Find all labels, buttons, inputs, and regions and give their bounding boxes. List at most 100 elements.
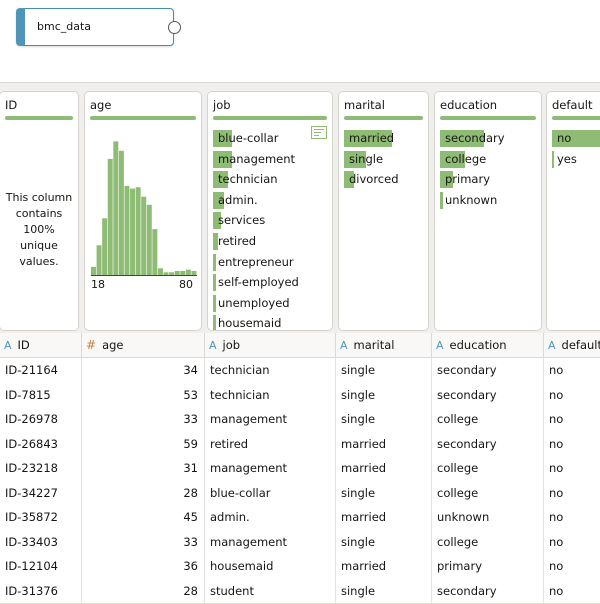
cell-default[interactable]: no bbox=[544, 407, 600, 432]
cell-job[interactable]: management bbox=[205, 456, 336, 481]
cell-id[interactable]: ID-21164 bbox=[0, 358, 82, 383]
cell-age[interactable]: 53 bbox=[82, 383, 205, 408]
value-frequency-item[interactable]: entrepreneur bbox=[213, 252, 328, 273]
cell-education[interactable]: secondary bbox=[432, 383, 544, 408]
cell-marital[interactable]: single bbox=[336, 383, 432, 408]
cell-age[interactable]: 59 bbox=[82, 432, 205, 457]
cell-default[interactable]: no bbox=[544, 554, 600, 579]
cell-id[interactable]: ID-34227 bbox=[0, 481, 82, 506]
cell-marital[interactable]: single bbox=[336, 530, 432, 555]
value-frequency-item[interactable]: housemaid bbox=[213, 313, 328, 331]
value-frequency-item[interactable]: services bbox=[213, 210, 328, 231]
cell-education[interactable]: college bbox=[432, 530, 544, 555]
profile-card-id[interactable]: ID This column contains 100% unique valu… bbox=[0, 91, 79, 331]
cell-job[interactable]: retired bbox=[205, 432, 336, 457]
cell-default[interactable]: no bbox=[544, 456, 600, 481]
cell-marital[interactable]: married bbox=[336, 505, 432, 530]
cell-default[interactable]: no bbox=[544, 432, 600, 457]
value-frequency-item[interactable]: management bbox=[213, 149, 328, 170]
value-frequency-item[interactable]: single bbox=[344, 149, 424, 170]
cell-job[interactable]: technician bbox=[205, 358, 336, 383]
cell-education[interactable]: primary bbox=[432, 554, 544, 579]
cell-job[interactable]: management bbox=[205, 530, 336, 555]
value-frequency-item[interactable]: technician bbox=[213, 169, 328, 190]
value-frequency-item[interactable]: blue-collar bbox=[213, 128, 328, 149]
cell-marital[interactable]: single bbox=[336, 481, 432, 506]
cell-age[interactable]: 31 bbox=[82, 456, 205, 481]
cell-default[interactable]: no bbox=[544, 358, 600, 383]
value-frequency-item[interactable]: yes bbox=[552, 149, 600, 170]
cell-marital[interactable]: married bbox=[336, 554, 432, 579]
cell-default[interactable]: no bbox=[544, 530, 600, 555]
value-frequency-item[interactable]: self-employed bbox=[213, 272, 328, 293]
value-frequency-item[interactable]: divorced bbox=[344, 169, 424, 190]
value-frequency-item[interactable]: primary bbox=[440, 169, 537, 190]
value-frequency-item[interactable]: secondary bbox=[440, 128, 537, 149]
cell-id[interactable]: ID-26978 bbox=[0, 407, 82, 432]
cell-age[interactable]: 34 bbox=[82, 358, 205, 383]
cell-marital[interactable]: married bbox=[336, 456, 432, 481]
cell-education[interactable]: secondary bbox=[432, 432, 544, 457]
cell-id[interactable]: ID-35872 bbox=[0, 505, 82, 530]
cell-marital[interactable]: single bbox=[336, 579, 432, 604]
cell-default[interactable]: no bbox=[544, 505, 600, 530]
cell-job[interactable]: blue-collar bbox=[205, 481, 336, 506]
cell-age[interactable]: 28 bbox=[82, 579, 205, 604]
value-frequency-item[interactable]: married bbox=[344, 128, 424, 149]
cell-job[interactable]: technician bbox=[205, 383, 336, 408]
value-frequency-item[interactable]: college bbox=[440, 149, 537, 170]
value-frequency-item[interactable]: retired bbox=[213, 231, 328, 252]
cell-id[interactable]: ID-7815 bbox=[0, 383, 82, 408]
value-frequency-item[interactable]: admin. bbox=[213, 190, 328, 211]
cell-marital[interactable]: married bbox=[336, 432, 432, 457]
cell-id[interactable]: ID-23218 bbox=[0, 456, 82, 481]
cell-education[interactable]: college bbox=[432, 456, 544, 481]
cell-education[interactable]: college bbox=[432, 481, 544, 506]
cell-job[interactable]: student bbox=[205, 579, 336, 604]
cell-education[interactable]: secondary bbox=[432, 579, 544, 604]
profile-card-age[interactable]: age 18 80 bbox=[84, 91, 202, 331]
column-header-age[interactable]: #age bbox=[82, 333, 205, 357]
value-frequency-item[interactable]: unemployed bbox=[213, 293, 328, 314]
cell-marital[interactable]: single bbox=[336, 407, 432, 432]
cell-age[interactable]: 36 bbox=[82, 554, 205, 579]
cell-id[interactable]: ID-33403 bbox=[0, 530, 82, 555]
output-port-icon[interactable] bbox=[168, 21, 181, 34]
cell-job[interactable]: management bbox=[205, 407, 336, 432]
cell-education[interactable]: unknown bbox=[432, 505, 544, 530]
cell-id[interactable]: ID-31376 bbox=[0, 579, 82, 604]
cell-id[interactable]: ID-26843 bbox=[0, 432, 82, 457]
cell-age[interactable]: 28 bbox=[82, 481, 205, 506]
value-frequency-item[interactable]: no bbox=[552, 128, 600, 149]
dataset-node[interactable]: bmc_data bbox=[16, 8, 174, 46]
cell-job[interactable]: housemaid bbox=[205, 554, 336, 579]
cell-default[interactable]: no bbox=[544, 481, 600, 506]
cell-default[interactable]: no bbox=[544, 579, 600, 604]
cell-age[interactable]: 45 bbox=[82, 505, 205, 530]
cell-education[interactable]: college bbox=[432, 407, 544, 432]
cell-id[interactable]: ID-12104 bbox=[0, 554, 82, 579]
cell-age[interactable]: 33 bbox=[82, 530, 205, 555]
cell-education[interactable]: secondary bbox=[432, 358, 544, 383]
value-frequency-item[interactable]: unknown bbox=[440, 190, 537, 211]
cell-marital[interactable]: single bbox=[336, 358, 432, 383]
